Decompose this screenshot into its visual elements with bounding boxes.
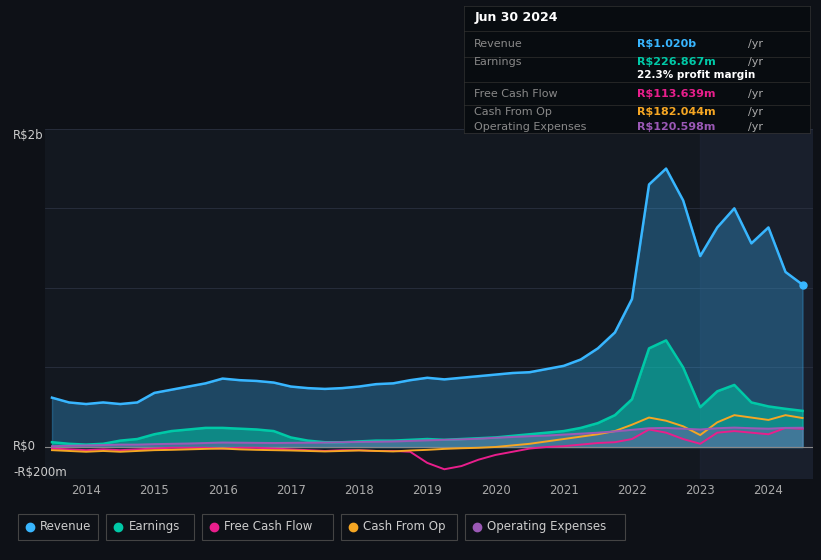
- Text: /yr: /yr: [748, 57, 763, 67]
- Text: Operating Expenses: Operating Expenses: [475, 122, 587, 132]
- Text: R$1.020b: R$1.020b: [637, 39, 696, 49]
- Text: /yr: /yr: [748, 107, 763, 117]
- Text: Revenue: Revenue: [475, 39, 523, 49]
- Text: R$182.044m: R$182.044m: [637, 107, 716, 117]
- Text: Revenue: Revenue: [40, 520, 91, 534]
- Text: R$226.867m: R$226.867m: [637, 57, 716, 67]
- Text: R$113.639m: R$113.639m: [637, 88, 716, 99]
- Text: Free Cash Flow: Free Cash Flow: [224, 520, 312, 534]
- Text: /yr: /yr: [748, 122, 763, 132]
- Text: /yr: /yr: [748, 88, 763, 99]
- Bar: [700, 129, 813, 479]
- Text: Cash From Op: Cash From Op: [363, 520, 445, 534]
- Text: -R$200m: -R$200m: [13, 466, 67, 479]
- Text: /yr: /yr: [748, 39, 763, 49]
- Text: Free Cash Flow: Free Cash Flow: [475, 88, 558, 99]
- Text: 22.3% profit margin: 22.3% profit margin: [637, 69, 755, 80]
- Text: Jun 30 2024: Jun 30 2024: [475, 11, 557, 24]
- Text: Earnings: Earnings: [128, 520, 180, 534]
- Text: R$120.598m: R$120.598m: [637, 122, 715, 132]
- Text: R$0: R$0: [13, 441, 36, 454]
- Text: Operating Expenses: Operating Expenses: [487, 520, 607, 534]
- Text: R$2b: R$2b: [13, 129, 44, 142]
- Text: Cash From Op: Cash From Op: [475, 107, 553, 117]
- Text: Earnings: Earnings: [475, 57, 523, 67]
